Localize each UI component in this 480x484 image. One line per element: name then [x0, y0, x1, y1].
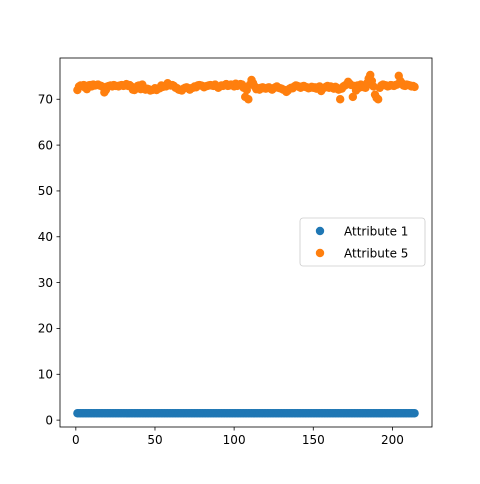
legend: Attribute 1 Attribute 5	[299, 217, 426, 267]
data-point	[244, 95, 253, 104]
y-tick-label: 50	[38, 184, 53, 198]
points-group	[73, 70, 419, 418]
y-tick-label: 0	[45, 413, 53, 427]
legend-marker	[315, 248, 325, 258]
y-tick-label: 20	[38, 322, 53, 336]
x-tick-label: 50	[147, 433, 162, 447]
y-tick-label: 60	[38, 138, 53, 152]
y-tick-label: 70	[38, 93, 53, 107]
data-point	[335, 95, 345, 104]
plot-area: 0 50 100 150 200 0 10 20 30 40 50 60 70	[38, 57, 433, 447]
x-tick-label: 0	[72, 433, 80, 447]
legend-label: Attribute 1	[344, 224, 408, 238]
data-point	[410, 82, 419, 92]
y-tick-label: 30	[38, 276, 53, 290]
axes-frame	[59, 57, 433, 428]
y-tick-label: 40	[38, 230, 53, 244]
legend-label: Attribute 5	[344, 246, 408, 260]
series-1	[73, 409, 419, 418]
legend-box	[299, 217, 426, 267]
y-tick-label: 10	[38, 368, 53, 382]
legend-marker	[315, 226, 325, 236]
x-tick-label: 150	[302, 433, 325, 447]
data-point	[369, 82, 378, 91]
series-2	[73, 70, 419, 104]
x-tick-label: 100	[223, 433, 246, 447]
x-tick-label: 200	[381, 433, 404, 447]
data-point	[373, 95, 383, 104]
data-point	[348, 92, 358, 102]
data-point	[410, 409, 419, 418]
